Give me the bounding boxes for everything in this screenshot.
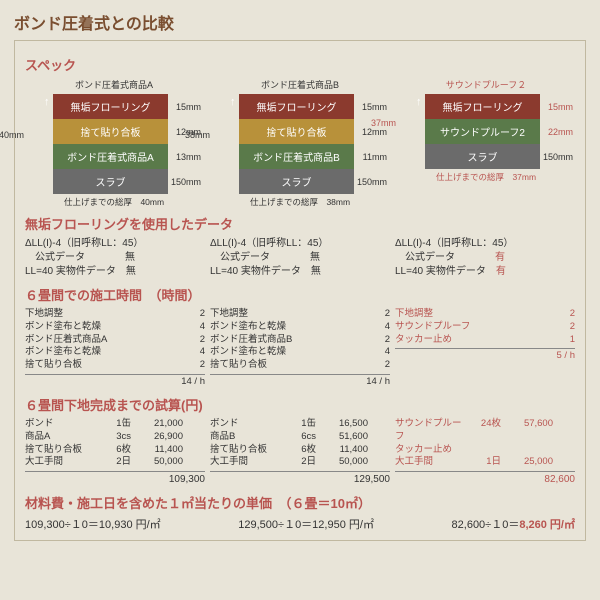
time-row: ボンド塗布と乾燥4 — [25, 346, 205, 359]
layer: 捨て貼り合板12mm — [53, 119, 168, 144]
time-row: サウンドプルーフ2 — [395, 321, 575, 334]
section-cost: ６畳間下地完成までの試算(円) — [25, 395, 575, 414]
time-row: タッカー止め1 — [395, 334, 575, 347]
data-line: ΔLL(I)-4（旧呼称LL：45） — [210, 237, 390, 251]
time-row: ボンド塗布と乾燥4 — [25, 321, 205, 334]
data-line: 公式データ 無 — [25, 251, 205, 265]
section-time: ６畳間での施工時間 （時間） — [25, 285, 575, 304]
layer: ↑無垢フローリング15mm — [239, 94, 354, 119]
diagram-note: 仕上げまでの総厚 38mm — [211, 196, 389, 208]
page-title: ボンド圧着式との比較 — [14, 10, 586, 34]
cost-row: 大工手間2日50,000 — [25, 456, 205, 469]
diagram-note: 仕上げまでの総厚 40mm — [25, 196, 203, 208]
diagram: ボンド圧着式商品B 38mm↑無垢フローリング15mm捨て貼り合板12mmボンド… — [211, 78, 389, 208]
cost-total: 129,500 — [210, 471, 390, 487]
layer: ↑無垢フローリング15mm — [425, 94, 540, 119]
final-b: 129,500÷１0＝12,950 円/㎡ — [238, 516, 374, 532]
cost-total: 82,600 — [395, 471, 575, 487]
cost-row: 商品A3cs26,900 — [25, 431, 205, 444]
cost-row: ボンド1缶21,000 — [25, 418, 205, 431]
cost-total: 109,300 — [25, 471, 205, 487]
cost-row: 大工手間1日25,000 — [395, 456, 575, 469]
diagram-title: ボンド圧着式商品B — [211, 78, 389, 91]
content-box: スペック ボンド圧着式商品A 40mm↑無垢フローリング15mm捨て貼り合板12… — [14, 40, 586, 541]
cost-row: サウンドプルーフ24枚57,600 — [395, 418, 575, 444]
time-row: ボンド塗布と乾燥4 — [210, 321, 390, 334]
cost-row: 商品B6cs51,600 — [210, 431, 390, 444]
layer: ↑無垢フローリング15mm — [53, 94, 168, 119]
data-line: 公式データ 無 — [210, 251, 390, 265]
cost-col: ボンド1缶21,000商品A3cs26,900捨て貼り合板6枚11,400大工手… — [25, 418, 205, 487]
diagram-title: ボンド圧着式商品A — [25, 78, 203, 91]
time-row: 下地調整2 — [25, 308, 205, 321]
diagram: ボンド圧着式商品A 40mm↑無垢フローリング15mm捨て貼り合板12mmボンド… — [25, 78, 203, 208]
layer: スラブ150mm — [53, 169, 168, 194]
data-col: ΔLL(I)-4（旧呼称LL：45） 公式データ 無LL=40 実物件データ 無 — [210, 237, 390, 279]
time-row: 下地調整2 — [395, 308, 575, 321]
cost-row: 大工手間2日50,000 — [210, 456, 390, 469]
diagram-title: サウンドプルーフ２ — [397, 78, 575, 91]
time-row: 下地調整2 — [210, 308, 390, 321]
time-row: ボンド塗布と乾燥4 — [210, 346, 390, 359]
layer: ボンド圧着式商品B11mm — [239, 144, 354, 169]
time-col: 下地調整2ボンド塗布と乾燥4ボンド圧着式商品A2ボンド塗布と乾燥4捨て貼り合板2… — [25, 308, 205, 389]
cost-col: サウンドプルーフ24枚57,600タッカー止め大工手間1日25,000 82,60… — [395, 418, 575, 487]
section-unit: 材料費・施工日を含めた１㎡当たりの単価 （６畳＝10㎡） — [25, 493, 575, 512]
time-col: 下地調整2ボンド塗布と乾燥4ボンド圧着式商品B2ボンド塗布と乾燥4捨て貼り合板2… — [210, 308, 390, 389]
cost-row: 捨て貼り合板6枚11,400 — [210, 444, 390, 457]
time-row: 捨て貼り合板2 — [210, 359, 390, 372]
final-a: 109,300÷１0＝10,930 円/㎡ — [25, 516, 161, 532]
cost-row: 捨て貼り合板6枚11,400 — [25, 444, 205, 457]
data-line: LL=40 実物件データ 無 — [210, 265, 390, 279]
time-total: 14 / h — [210, 374, 390, 389]
data-line: 公式データ 有 — [395, 251, 575, 265]
section-data: 無垢フローリングを使用したデータ — [25, 214, 575, 233]
layer: サウンドプルーフ222mm — [425, 119, 540, 144]
data-col: ΔLL(I)-4（旧呼称LL：45） 公式データ 無LL=40 実物件データ 無 — [25, 237, 205, 279]
cost-row: ボンド1缶16,500 — [210, 418, 390, 431]
data-line: ΔLL(I)-4（旧呼称LL：45） — [25, 237, 205, 251]
data-line: ΔLL(I)-4（旧呼称LL：45） — [395, 237, 575, 251]
time-row: 捨て貼り合板2 — [25, 359, 205, 372]
layer: ボンド圧着式商品A13mm — [53, 144, 168, 169]
final-row: 109,300÷１0＝10,930 円/㎡ 129,500÷１0＝12,950 … — [25, 516, 575, 532]
diagram-note: 仕上げまでの総厚 37mm — [397, 171, 575, 183]
time-row: ボンド圧着式商品A2 — [25, 334, 205, 347]
data-line: LL=40 実物件データ 無 — [25, 265, 205, 279]
data-line: LL=40 実物件データ 有 — [395, 265, 575, 279]
cost-col: ボンド1缶16,500商品B6cs51,600捨て貼り合板6枚11,400大工手… — [210, 418, 390, 487]
section-spec: スペック — [25, 55, 575, 74]
time-row: ボンド圧着式商品B2 — [210, 334, 390, 347]
layer: スラブ150mm — [425, 144, 540, 169]
layer: 捨て貼り合板12mm — [239, 119, 354, 144]
time-total: 5 / h — [395, 348, 575, 363]
diagram: サウンドプルーフ２ 37mm↑無垢フローリング15mmサウンドプルーフ222mm… — [397, 78, 575, 208]
time-col: 下地調整2サウンドプルーフ2タッカー止め15 / h — [395, 308, 575, 389]
layer: スラブ150mm — [239, 169, 354, 194]
cost-row: タッカー止め — [395, 444, 575, 457]
final-c: 82,600÷１0＝8,260 円/㎡ — [452, 516, 575, 532]
data-col: ΔLL(I)-4（旧呼称LL：45） 公式データ 有LL=40 実物件データ 有 — [395, 237, 575, 279]
time-total: 14 / h — [25, 374, 205, 389]
